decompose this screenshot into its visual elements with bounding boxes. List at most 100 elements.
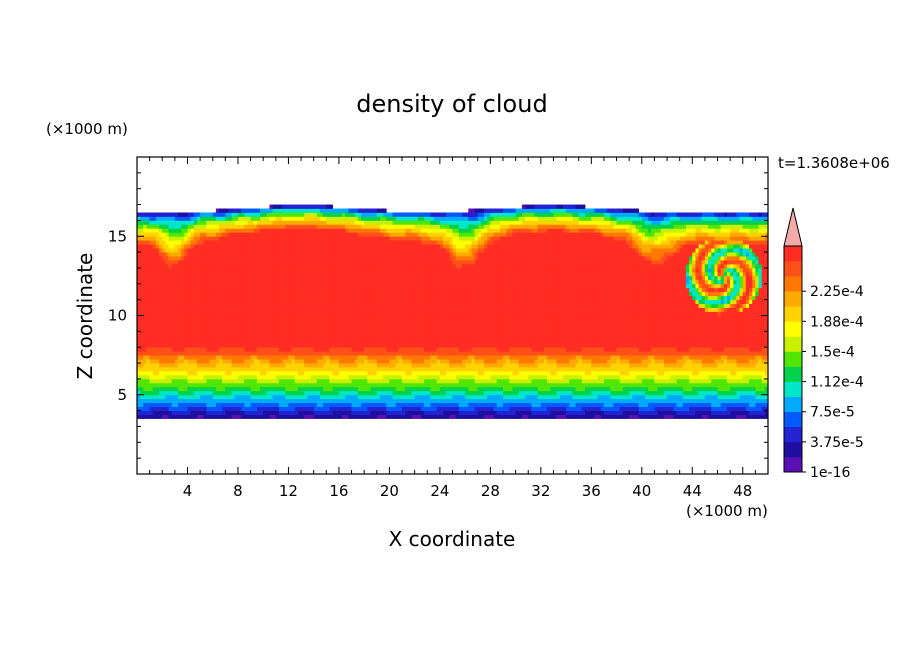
field-cell <box>294 414 299 419</box>
field-cell <box>155 287 160 293</box>
field-cell <box>260 252 264 257</box>
field-cell <box>420 374 425 380</box>
field-cell <box>367 374 371 380</box>
field-cell <box>146 311 151 316</box>
field-cell <box>386 402 390 408</box>
field-cell <box>398 343 403 348</box>
field-cell <box>206 402 210 408</box>
field-cell <box>316 367 321 372</box>
field-cell <box>342 315 346 320</box>
field-cell <box>228 275 233 281</box>
field-cell <box>420 382 425 388</box>
field-cell <box>405 331 409 336</box>
field-cell <box>402 287 406 293</box>
field-cell <box>335 263 340 269</box>
field-cell <box>212 359 217 364</box>
field-cell <box>332 216 337 221</box>
field-cell <box>357 386 362 392</box>
field-cell <box>354 311 359 316</box>
field-cell <box>171 347 176 352</box>
field-cell <box>398 398 403 404</box>
field-cell <box>379 331 384 336</box>
field-cell <box>215 390 220 396</box>
field-cell <box>247 394 251 400</box>
field-cell <box>291 347 296 352</box>
field-cell <box>424 244 428 249</box>
field-cell <box>196 283 201 289</box>
field-cell <box>193 303 198 308</box>
field-cell <box>155 283 160 289</box>
field-cell <box>266 410 270 415</box>
field-cell <box>332 212 337 217</box>
field-cell <box>244 323 248 328</box>
field-cell <box>323 343 327 348</box>
field-cell <box>168 232 173 237</box>
field-cell <box>402 228 406 233</box>
field-cell <box>313 398 318 404</box>
field-cell <box>424 347 428 352</box>
field-cell <box>137 370 141 376</box>
field-cell <box>256 267 261 273</box>
field-cell <box>313 323 318 328</box>
field-cell <box>376 224 381 229</box>
field-cell <box>319 275 324 281</box>
field-cell <box>209 263 214 269</box>
field-cell <box>282 212 286 217</box>
field-cell <box>260 355 264 360</box>
field-cell <box>285 232 289 237</box>
field-cell <box>231 311 236 316</box>
field-cell <box>260 287 264 293</box>
field-cell <box>297 378 302 384</box>
field-cell <box>137 291 141 297</box>
field-cell <box>250 224 255 229</box>
field-cell <box>181 271 185 277</box>
field-cell <box>200 224 204 229</box>
field-cell <box>338 216 343 221</box>
field-cell <box>285 271 289 277</box>
field-cell <box>304 291 308 297</box>
field-cell <box>171 367 176 372</box>
field-cell <box>383 347 387 352</box>
field-cell <box>335 414 340 419</box>
field-cell <box>196 279 201 285</box>
field-cell <box>178 212 182 217</box>
field-cell <box>209 307 214 312</box>
field-cell <box>165 378 169 384</box>
field-cell <box>275 279 280 285</box>
field-cell <box>408 414 412 419</box>
field-cell <box>414 331 419 336</box>
field-cell <box>386 370 390 376</box>
field-cell <box>417 382 422 388</box>
field-cell <box>373 228 378 233</box>
field-cell <box>237 263 242 269</box>
field-cell <box>420 216 425 221</box>
field-cell <box>256 236 261 241</box>
field-cell <box>335 315 340 320</box>
field-cell <box>294 204 299 209</box>
field-cell <box>253 335 258 340</box>
field-cell <box>266 319 270 324</box>
chart-title: density of cloud <box>356 90 547 118</box>
field-cell <box>181 390 185 396</box>
field-cell <box>190 307 195 312</box>
field-cell <box>294 267 299 273</box>
field-cell <box>338 343 343 348</box>
field-cell <box>332 410 337 415</box>
field-cell <box>392 283 397 289</box>
field-cell <box>433 406 438 411</box>
field-cell <box>234 232 239 237</box>
field-cell <box>152 363 157 368</box>
field-cell <box>149 327 154 332</box>
field-cell <box>323 232 327 237</box>
field-cell <box>174 319 179 324</box>
field-cell <box>345 283 349 289</box>
field-cell <box>301 275 305 281</box>
field-cell <box>364 398 368 404</box>
field-cell <box>234 390 239 396</box>
field-cell <box>155 355 160 360</box>
field-cell <box>275 295 280 301</box>
field-cell <box>386 260 390 265</box>
field-cell <box>433 335 438 340</box>
field-cell <box>193 279 198 285</box>
field-cell <box>206 248 210 253</box>
